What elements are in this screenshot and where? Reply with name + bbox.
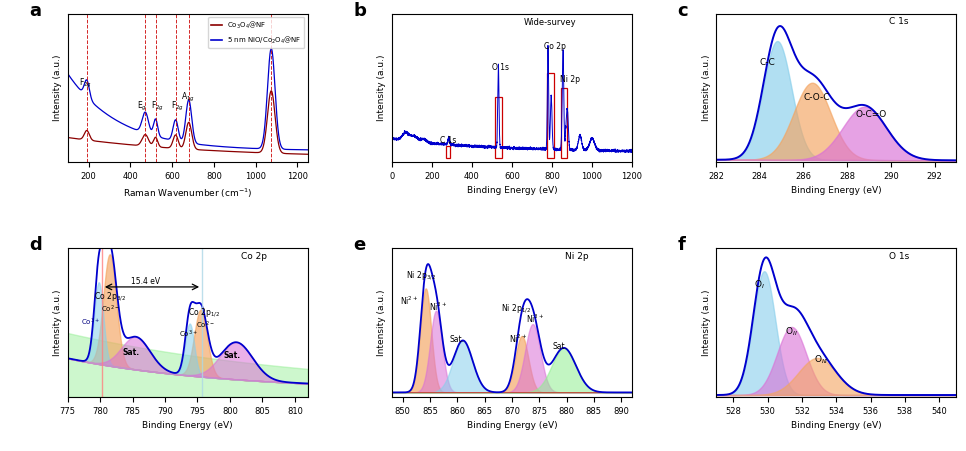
Text: O-C=O: O-C=O: [856, 110, 887, 119]
X-axis label: Binding Energy (eV): Binding Energy (eV): [142, 421, 233, 430]
Text: O 1s: O 1s: [889, 252, 909, 261]
X-axis label: Binding Energy (eV): Binding Energy (eV): [467, 186, 557, 195]
Text: A$_{1g}$: A$_{1g}$: [182, 91, 195, 104]
Text: F$_{2g}$: F$_{2g}$: [79, 77, 92, 90]
Text: C-C: C-C: [760, 58, 776, 67]
Text: O$_{II}$: O$_{II}$: [784, 326, 798, 338]
Text: O$_{III}$: O$_{III}$: [814, 353, 829, 366]
Text: Sat.: Sat.: [123, 348, 140, 357]
Text: f: f: [678, 236, 686, 254]
Text: Ni 2p$_{1/2}$: Ni 2p$_{1/2}$: [501, 302, 531, 315]
Y-axis label: Intensity (a.u.): Intensity (a.u.): [701, 290, 711, 356]
Text: C 1s: C 1s: [889, 17, 909, 26]
Y-axis label: Intensity (a.u.): Intensity (a.u.): [53, 55, 62, 121]
Y-axis label: Intensity (a.u.): Intensity (a.u.): [53, 290, 62, 356]
Text: 15.4 eV: 15.4 eV: [131, 277, 160, 286]
X-axis label: Binding Energy (eV): Binding Energy (eV): [791, 421, 882, 430]
Text: F$_{2g}$: F$_{2g}$: [171, 100, 185, 113]
Text: Co$^{3+}$: Co$^{3+}$: [180, 329, 198, 340]
Text: Sat.: Sat.: [223, 351, 241, 360]
Text: F$_{2g}$: F$_{2g}$: [151, 100, 163, 113]
Text: Ni 2p: Ni 2p: [560, 75, 580, 84]
Bar: [560, 88, 567, 158]
Text: C 1s: C 1s: [440, 136, 456, 145]
Text: Co$^{2-}$: Co$^{2-}$: [196, 320, 215, 331]
Text: e: e: [354, 236, 366, 254]
X-axis label: Raman Wavenumber (cm$^{-1}$): Raman Wavenumber (cm$^{-1}$): [123, 186, 252, 200]
Text: Ni$^{3+}$: Ni$^{3+}$: [526, 312, 544, 325]
Text: Co 2p$_{1/2}$: Co 2p$_{1/2}$: [187, 306, 220, 319]
Text: Co 2p: Co 2p: [241, 252, 267, 261]
Text: c: c: [678, 2, 689, 20]
Y-axis label: Intensity (a.u.): Intensity (a.u.): [701, 55, 711, 121]
Text: C-O-C: C-O-C: [804, 93, 830, 102]
Text: O$_I$: O$_I$: [753, 279, 765, 291]
Text: O 1s: O 1s: [492, 63, 509, 72]
Text: Ni$^{3+}$: Ni$^{3+}$: [429, 300, 447, 313]
Text: Wide-survey: Wide-survey: [524, 18, 577, 28]
Text: Ni 2p: Ni 2p: [565, 252, 588, 261]
Text: Sat.: Sat.: [449, 335, 465, 344]
Text: Ni 2p$_{3/2}$: Ni 2p$_{3/2}$: [406, 269, 436, 282]
X-axis label: Binding Energy (eV): Binding Energy (eV): [791, 186, 882, 195]
Text: Co 2p$_{3/2}$: Co 2p$_{3/2}$: [94, 290, 126, 303]
Text: Sat.: Sat.: [553, 342, 568, 351]
Text: d: d: [29, 236, 42, 254]
Text: Co 2p: Co 2p: [545, 42, 566, 51]
Y-axis label: Intensity (a.u.): Intensity (a.u.): [378, 55, 386, 121]
Text: Co$^{2-}$: Co$^{2-}$: [101, 304, 120, 315]
Text: Ni$^{2+}$: Ni$^{2+}$: [509, 333, 527, 345]
Legend: Co$_3$O$_4$@NF, 5 nm NiO/Co$_2$O$_4$@NF: Co$_3$O$_4$@NF, 5 nm NiO/Co$_2$O$_4$@NF: [209, 17, 304, 48]
Text: a: a: [29, 2, 42, 20]
Bar: [445, 146, 450, 158]
Bar: [547, 73, 554, 158]
Bar: [496, 97, 502, 158]
Text: Co$^{3+}$: Co$^{3+}$: [80, 317, 99, 328]
Text: b: b: [354, 2, 366, 20]
X-axis label: Binding Energy (eV): Binding Energy (eV): [467, 421, 557, 430]
Text: E$_g$: E$_g$: [136, 100, 147, 113]
Text: Ni$^{2+}$: Ni$^{2+}$: [400, 295, 418, 307]
Y-axis label: Intensity (a.u.): Intensity (a.u.): [378, 290, 386, 356]
